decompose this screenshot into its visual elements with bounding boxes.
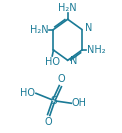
Text: S: S — [50, 96, 57, 106]
Text: H₂N: H₂N — [30, 25, 49, 35]
Text: N: N — [70, 56, 78, 66]
Text: OH: OH — [72, 98, 87, 108]
Text: N: N — [85, 23, 92, 33]
Text: HO: HO — [20, 88, 35, 98]
Text: O: O — [44, 117, 52, 127]
Text: HO: HO — [45, 57, 60, 67]
Text: O: O — [57, 74, 65, 84]
Text: H₂N: H₂N — [58, 3, 77, 13]
Text: NH₂: NH₂ — [87, 45, 106, 55]
